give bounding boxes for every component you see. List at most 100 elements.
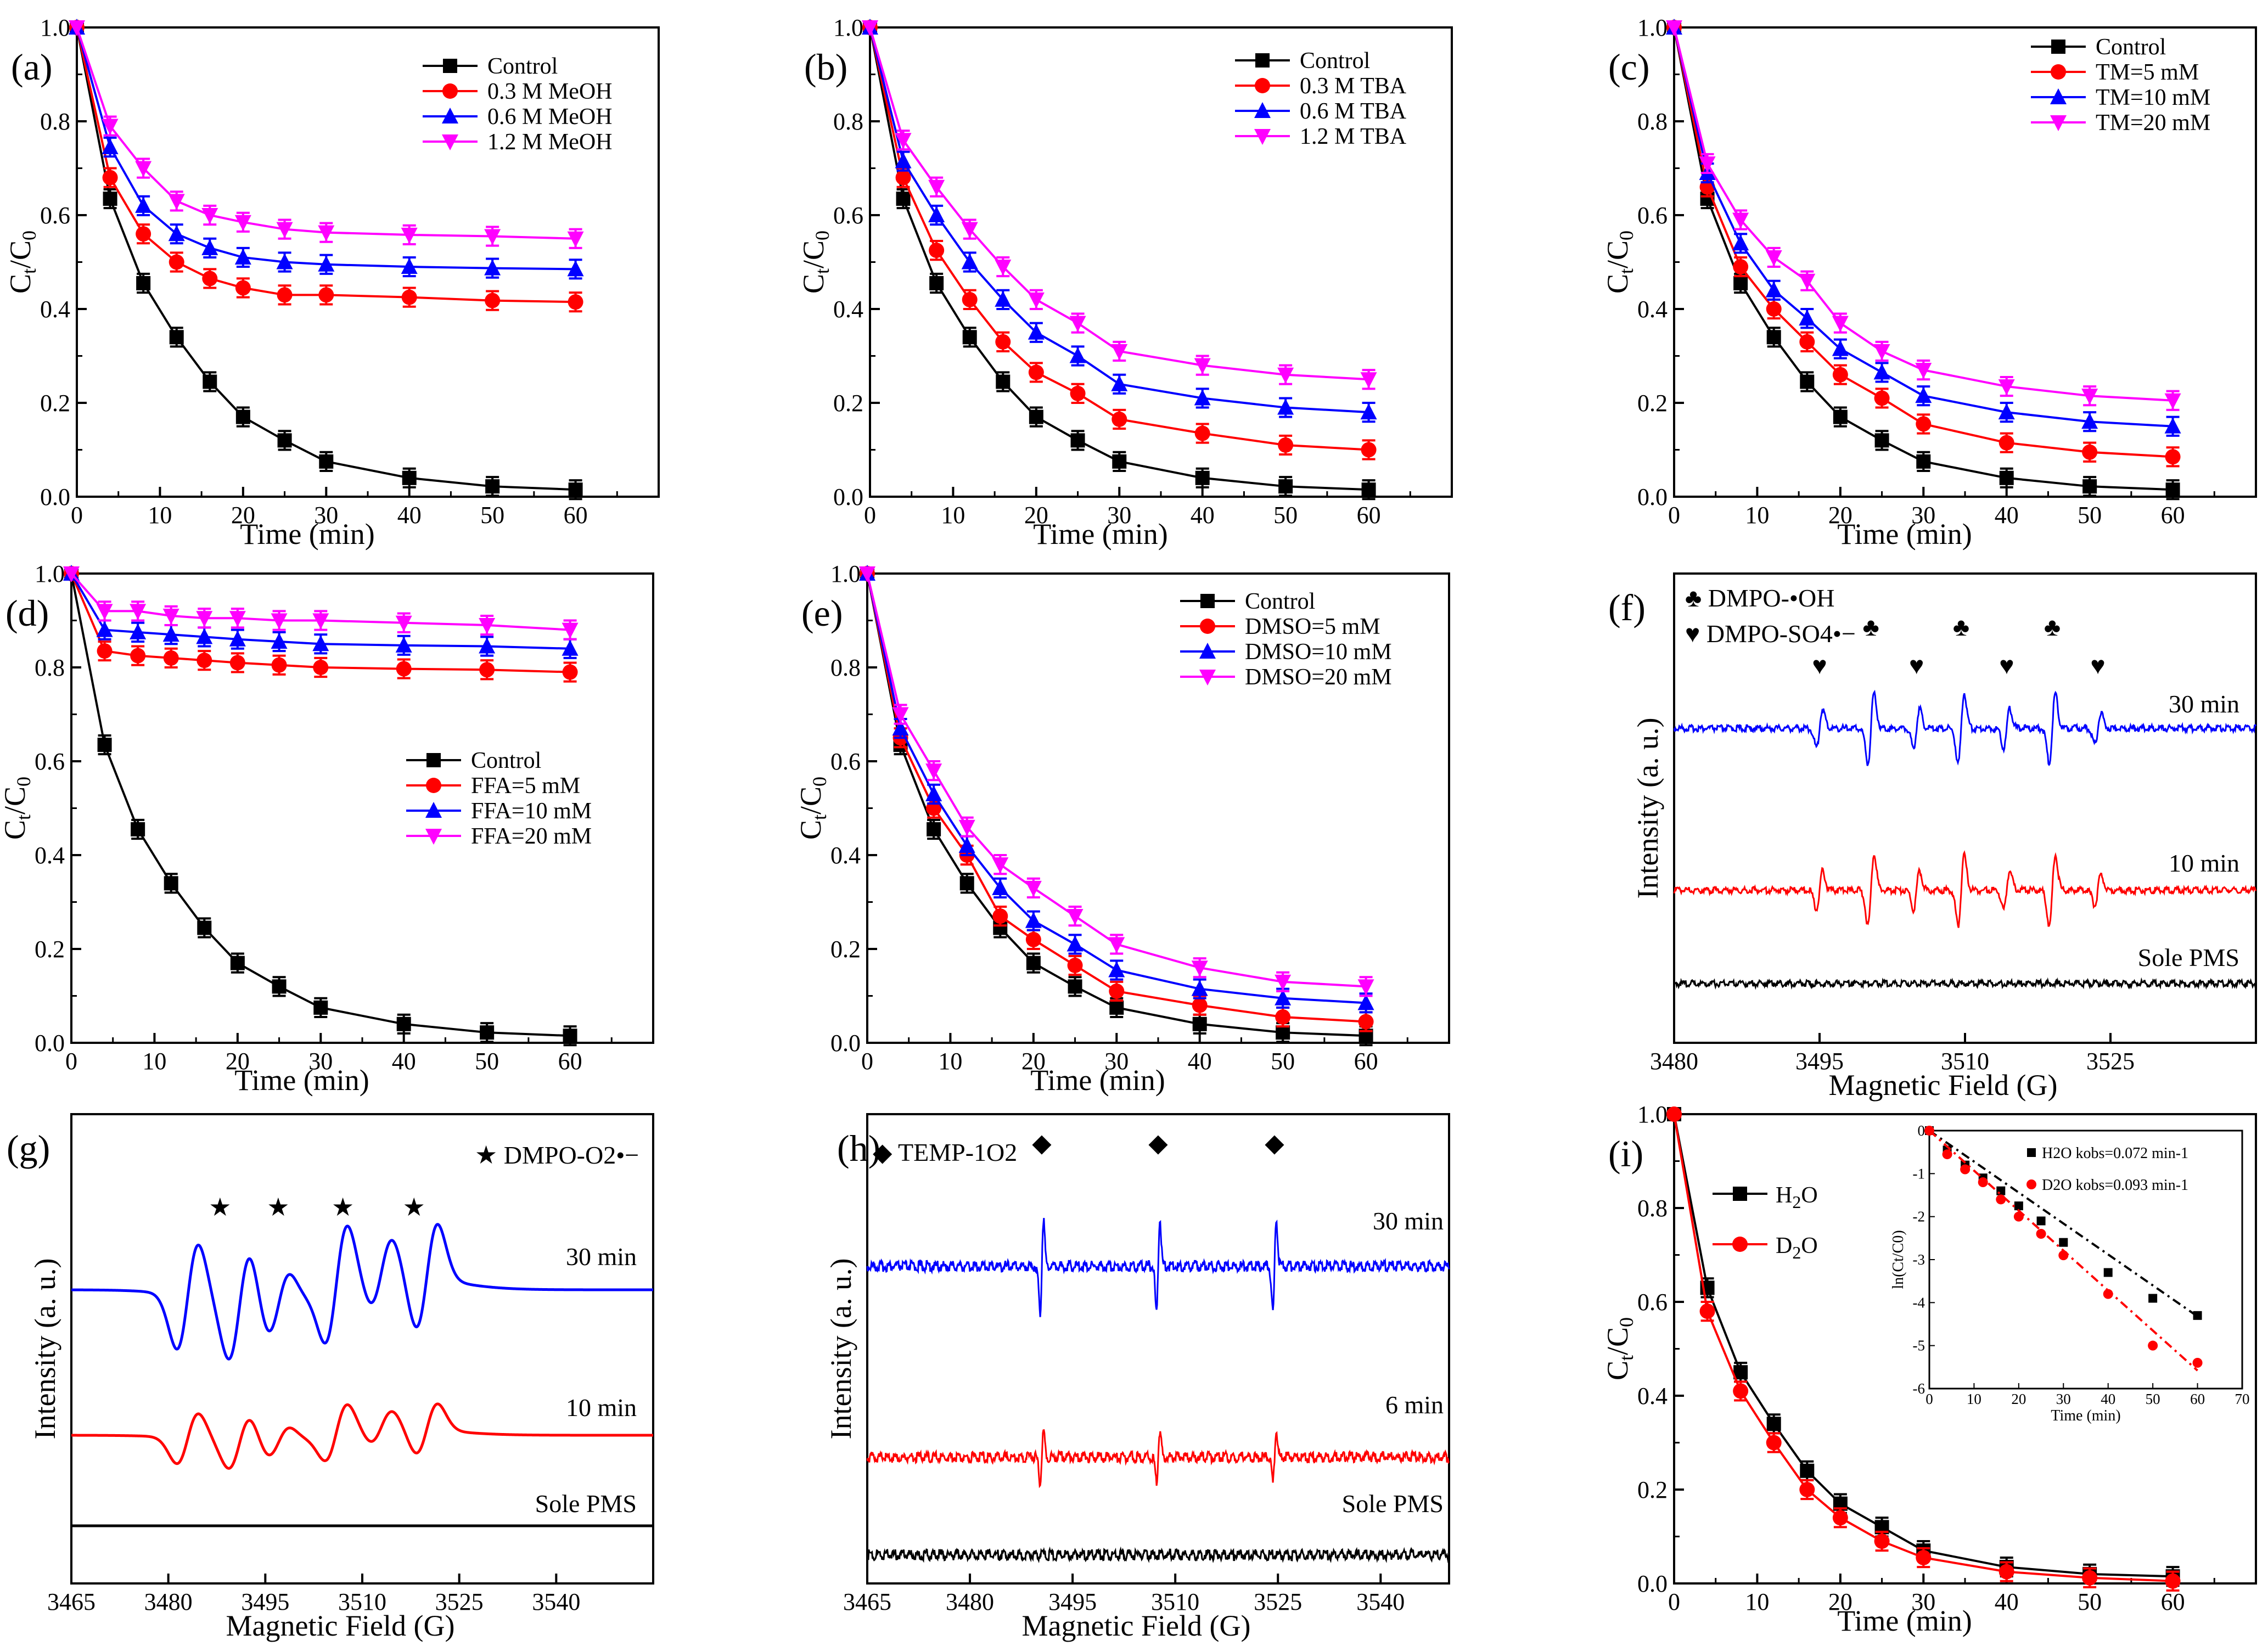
- a-point: [484, 259, 501, 276]
- c-point: [1833, 409, 1848, 424]
- i-inset-point: [2013, 1211, 2024, 1222]
- b-xtick-label: 0: [864, 502, 876, 529]
- i-inset-xtick-label: 40: [2101, 1391, 2115, 1407]
- d-xtick-label: 40: [392, 1048, 416, 1075]
- d-point: [130, 623, 147, 639]
- d-legend-text-3: FFA=20 mM: [471, 824, 592, 849]
- c-ytick-label: 1.0: [1637, 14, 1668, 41]
- g-xtick-label: 3480: [144, 1588, 193, 1615]
- d-point: [396, 1016, 411, 1031]
- b-point: [1278, 437, 1294, 453]
- h-xtick-label: 3495: [1048, 1588, 1097, 1615]
- g-star-marker: ★: [267, 1193, 289, 1221]
- i-panel-label: (i): [1608, 1133, 1643, 1175]
- c-legend-marker: [2050, 88, 2067, 104]
- a-xtick-label: 10: [148, 502, 172, 529]
- a-point: [276, 222, 293, 238]
- c-legend-marker: [2051, 40, 2065, 54]
- i-inset-xtick-label: 30: [2056, 1391, 2071, 1407]
- i-inset-point: [2014, 1201, 2023, 1211]
- c-point: [1765, 250, 1782, 266]
- b-xlabel: Time (min): [1033, 518, 1168, 550]
- a-point: [402, 470, 417, 485]
- c-ytick-label: 0.8: [1637, 108, 1668, 135]
- i-inset-xtick-label: 70: [2235, 1391, 2250, 1407]
- c-point: [1666, 20, 1682, 36]
- i-inset-ytick-label: -5: [1913, 1338, 1925, 1354]
- d-legend-marker: [425, 802, 442, 818]
- i-inset-point: [2193, 1311, 2202, 1320]
- d-ytick-label: 0.8: [35, 654, 65, 681]
- g-trace-label-2: Sole PMS: [535, 1490, 637, 1518]
- c-point: [1732, 234, 1749, 251]
- b-point: [1028, 292, 1045, 308]
- e-xtick-label: 0: [861, 1048, 873, 1075]
- d-point: [312, 613, 329, 630]
- d-point: [230, 956, 245, 970]
- e-xlabel: Time (min): [1030, 1064, 1165, 1097]
- d-ytick-label: 1.0: [35, 560, 65, 587]
- b-legend-text-3: 1.2 M TBA: [1300, 124, 1407, 149]
- e-point: [958, 836, 975, 853]
- i-point: [1832, 1510, 1848, 1526]
- g-trace-label-0: 30 min: [566, 1243, 637, 1271]
- a-point: [234, 248, 251, 265]
- a-series-1: [69, 20, 583, 313]
- d-xtick-label: 0: [65, 1048, 77, 1075]
- a-ytick-label: 1.0: [40, 14, 70, 41]
- d-point: [163, 650, 179, 666]
- i-inset-point: [1978, 1177, 1988, 1187]
- i-inset-frame: [1928, 1130, 2243, 1390]
- c-point: [1999, 470, 2014, 485]
- i-inset-ylabel: ln(Ct/C0): [1890, 1230, 1907, 1289]
- i-inset-legend-text-0: H2O kobs=0.072 min-1: [2042, 1145, 2188, 1162]
- a-point: [318, 225, 335, 241]
- d-point: [396, 661, 412, 677]
- c-legend-marker: [2051, 64, 2066, 80]
- i-point: [1733, 1383, 1749, 1399]
- i-inset-legend-marker: [2026, 1179, 2036, 1189]
- d-point: [96, 604, 113, 620]
- b-point: [929, 276, 944, 290]
- b-series-3: [862, 20, 1377, 390]
- b-point: [1278, 479, 1293, 494]
- i-xlabel: Time (min): [1837, 1604, 1972, 1637]
- e-point: [1025, 931, 1041, 947]
- d-point: [197, 653, 212, 668]
- b-point: [995, 260, 1012, 276]
- b-point: [995, 290, 1012, 307]
- c-point: [1766, 330, 1781, 345]
- e-point: [1191, 960, 1208, 977]
- d-point: [480, 1025, 495, 1040]
- c-point: [1799, 273, 1816, 290]
- b-xtick-label: 60: [1357, 502, 1381, 529]
- a-point: [201, 239, 218, 255]
- h-xtick-label: 3480: [946, 1588, 994, 1615]
- a-point: [102, 170, 118, 186]
- i-legend-marker: [1733, 1187, 1747, 1201]
- c-point: [1733, 259, 1749, 275]
- e-point: [1026, 956, 1041, 970]
- e-point: [992, 879, 1009, 895]
- g-xtick-label: 3495: [241, 1588, 289, 1615]
- f-xlabel: Magnetic Field (G): [1829, 1069, 2058, 1102]
- f-trace-label-2: Sole PMS: [2138, 943, 2239, 971]
- e-legend-marker: [1200, 619, 1215, 634]
- e-point: [1068, 979, 1082, 994]
- a-xtick-label: 0: [71, 502, 83, 529]
- d-legend-text-0: Control: [471, 748, 541, 773]
- c-point: [2164, 417, 2181, 434]
- a-ytick-label: 0.6: [40, 202, 70, 229]
- c-point: [1799, 334, 1815, 350]
- d-ytick-label: 0.6: [35, 748, 65, 775]
- a-point: [169, 330, 184, 345]
- f-peak-marker: ♥: [1909, 651, 1924, 679]
- d-point: [196, 611, 213, 627]
- i-legend-marker: [1732, 1237, 1748, 1252]
- e-point: [1358, 1014, 1374, 1030]
- d-point: [162, 608, 179, 625]
- a-point: [485, 479, 500, 494]
- a-legend-text-0: Control: [487, 54, 558, 79]
- i-legend-text-0: H2O: [1776, 1183, 1818, 1212]
- e-ytick-label: 0.0: [830, 1030, 861, 1057]
